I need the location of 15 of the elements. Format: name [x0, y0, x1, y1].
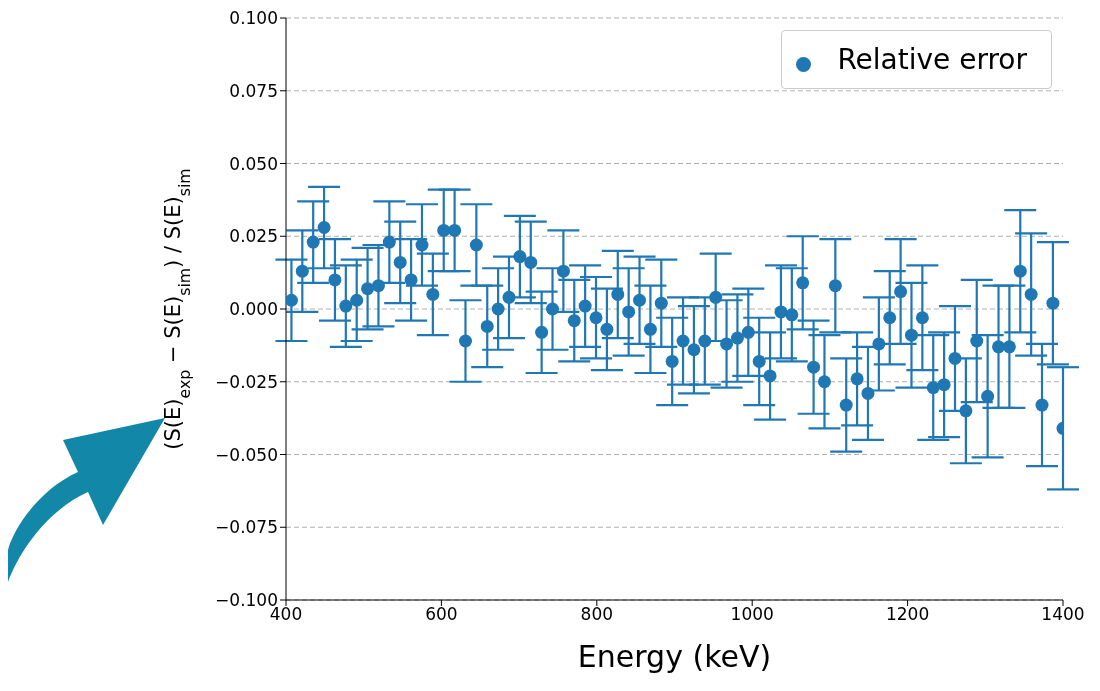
- x-tick-label: 1200: [885, 604, 930, 625]
- y-tick-label: −0.075: [215, 517, 278, 538]
- x-tick-label: 1000: [730, 604, 774, 625]
- y-tick-label: 0.100: [229, 8, 278, 29]
- x-tick-label: 600: [425, 604, 458, 625]
- y-tick-label: 0.000: [229, 299, 278, 320]
- legend-label: Relative error: [837, 43, 1027, 76]
- y-tick-label: 0.050: [229, 153, 278, 174]
- y-tick-label: 0.025: [229, 226, 278, 247]
- y-tick-label: −0.050: [215, 444, 278, 465]
- y-tick-label: −0.025: [215, 371, 278, 392]
- y-tick-label: 0.075: [229, 80, 278, 101]
- x-tick-label: 800: [580, 604, 614, 625]
- x-tick-label: 1400: [1041, 604, 1085, 625]
- x-axis-title: Energy (keV): [577, 639, 772, 674]
